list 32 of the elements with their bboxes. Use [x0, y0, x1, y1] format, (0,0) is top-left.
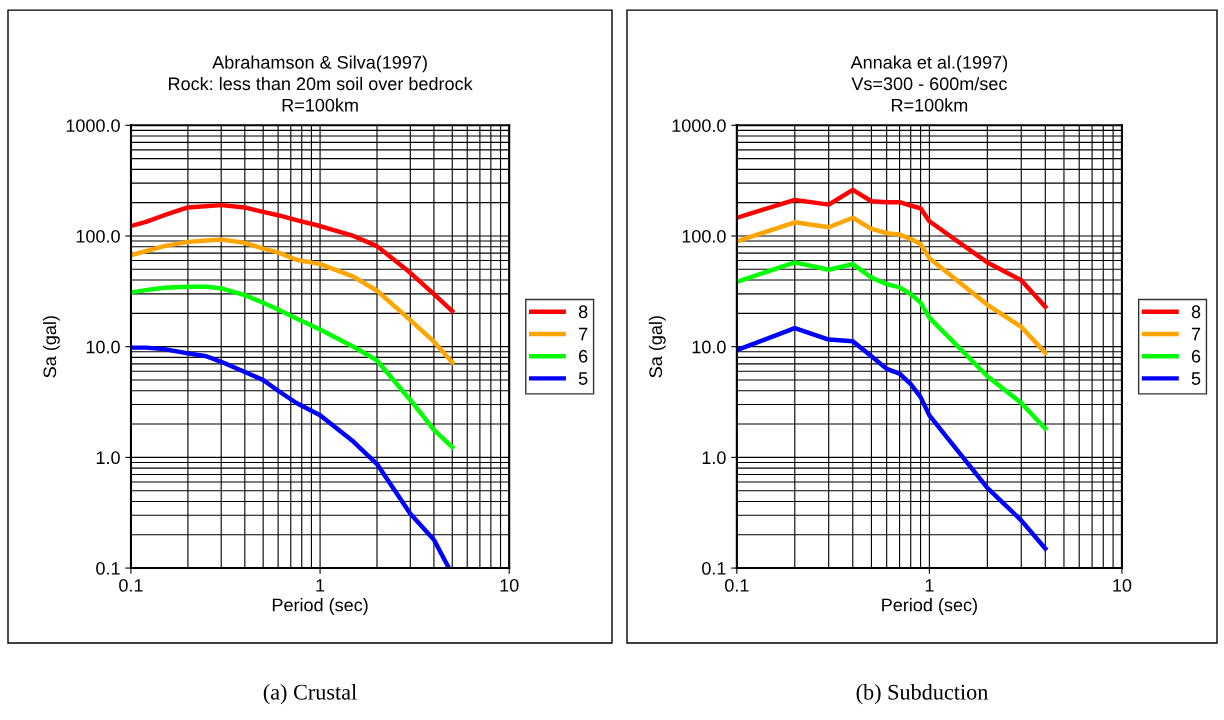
x-axis-title: Period (sec): [272, 598, 368, 615]
legend-label: 5: [1191, 372, 1201, 385]
y-tick-label: 0.1: [96, 562, 120, 575]
text: (b) Subduction: [856, 684, 989, 705]
y-tick-label: 10.0: [86, 340, 120, 354]
y-tick-label: 1.0: [702, 451, 726, 465]
y-tick-label: 1.0: [96, 451, 120, 465]
chart-title: Annaka et al.(1997) Vs=300 - 600m/sec R=100km: [850, 55, 1008, 112]
legend-label: 8: [578, 305, 588, 319]
legend-label: 7: [579, 327, 588, 341]
legend-label: 6: [1191, 349, 1201, 363]
x-tick-label: 0.1: [119, 578, 143, 592]
x-tick-label: 0.1: [725, 578, 749, 592]
x-axis-title: Period (sec): [882, 598, 977, 615]
x-tick-label: 1: [316, 579, 325, 592]
y-tick-label: 100.0: [682, 229, 726, 243]
y-tick-label: 1000.0: [66, 119, 120, 132]
x-tick-label: 1: [925, 579, 934, 592]
y-tick-label: 10.0: [692, 340, 726, 354]
legend-label: 5: [578, 372, 588, 385]
y-tick-label: 100.0: [76, 229, 120, 243]
text: (a) Crustal: [263, 684, 357, 705]
y-axis-title: Sa (gal): [42, 316, 60, 378]
legend-label: 6: [579, 349, 588, 363]
legend-label: 8: [1191, 305, 1201, 319]
y-tick-label: 1000.0: [672, 119, 726, 132]
x-tick-label: 10: [1113, 578, 1132, 592]
y-axis-title: Sa (gal): [648, 316, 666, 378]
chart-title: Abrahamson & Silva(1997) Rock: less than 20m soil over bedrock R=100km: [169, 55, 473, 112]
x-tick-label: 10: [500, 578, 519, 592]
legend-label: 7: [1191, 327, 1201, 341]
y-tick-label: 0.1: [702, 562, 726, 575]
